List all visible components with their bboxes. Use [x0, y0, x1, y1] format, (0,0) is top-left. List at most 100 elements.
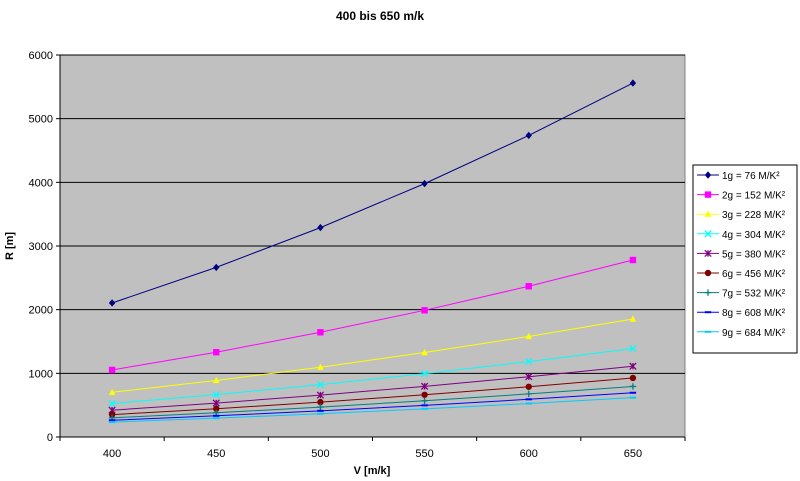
data-point — [213, 263, 220, 272]
y-tick-label: 0 — [47, 432, 53, 444]
series-line — [111, 82, 634, 304]
data-point — [420, 382, 429, 390]
series-7 — [108, 383, 637, 422]
legend-marker — [704, 269, 712, 277]
data-point — [629, 374, 637, 382]
legend: 1g = 76 M/K² 2g = 152 M/K² 3g = 228 M/K² 4g… — [692, 164, 798, 354]
data-point — [317, 223, 324, 232]
data-point — [525, 332, 532, 340]
data-point — [525, 283, 532, 290]
y-tick-label: 5000 — [29, 114, 53, 126]
data-point — [629, 383, 637, 390]
data-point — [108, 388, 116, 396]
x-axis-label: V [m/k] — [354, 465, 391, 477]
data-point — [525, 373, 533, 381]
data-point — [421, 397, 428, 404]
series-3 — [108, 315, 637, 396]
legend-marker — [704, 171, 712, 179]
data-point — [629, 256, 637, 264]
series-6 — [108, 374, 637, 418]
data-point — [108, 299, 116, 307]
x-tick-label: 550 — [415, 448, 433, 460]
y-tick-label: 3000 — [29, 241, 53, 253]
data-point — [421, 179, 428, 188]
legend-item: 9g = 684 M/K² — [697, 328, 786, 339]
series-line — [112, 392, 633, 421]
data-point — [317, 398, 324, 406]
legend-item: 4g = 304 M/K² — [697, 230, 786, 241]
data-point — [629, 344, 637, 353]
data-point — [525, 383, 532, 390]
legend-item: 6g = 456 M/K² — [697, 269, 786, 280]
data-point — [629, 315, 637, 322]
x-tick-label: 600 — [520, 448, 538, 460]
legend-item: 2g = 152 M/K² — [697, 191, 786, 202]
y-axis-label: R [m] — [4, 232, 16, 260]
series-9 — [108, 396, 637, 424]
legend-item: 5g = 380 M/K² — [697, 249, 786, 260]
series-8 — [108, 391, 637, 422]
series-1 — [108, 79, 637, 307]
legend-marker — [704, 230, 712, 238]
data-point — [213, 348, 220, 356]
legend-marker — [704, 249, 712, 258]
data-point — [317, 363, 324, 370]
data-point — [317, 329, 324, 336]
series-group — [108, 79, 637, 424]
series-line — [112, 318, 633, 393]
legend-label: 2g = 152 M/K² — [722, 191, 786, 202]
legend-label: 3g = 228 M/K² — [722, 210, 786, 221]
chart-title: 400 bis 650 m/k — [336, 9, 424, 23]
data-point — [316, 381, 325, 389]
legend-label: 9g = 684 M/K² — [722, 328, 786, 339]
data-point — [420, 369, 429, 378]
data-point — [525, 357, 533, 366]
data-point — [629, 79, 637, 87]
series-line — [112, 377, 633, 416]
x-tick-label: 500 — [311, 448, 329, 460]
y-tick-label: 2000 — [29, 305, 53, 317]
data-point — [108, 399, 116, 408]
legend-label: 8g = 608 M/K² — [722, 308, 786, 319]
legend-item: 3g = 228 M/K² — [697, 210, 786, 221]
series-line — [112, 397, 633, 423]
legend-label: 4g = 304 M/K² — [722, 230, 786, 241]
data-point — [213, 405, 220, 412]
data-point — [212, 390, 220, 399]
series-5 — [108, 362, 637, 414]
legend-label: 6g = 456 M/K² — [722, 269, 786, 280]
data-point — [108, 366, 116, 374]
data-point — [213, 376, 220, 384]
data-point — [629, 362, 637, 370]
legend-marker — [704, 289, 712, 296]
legend-item: 7g = 532 M/K² — [697, 289, 786, 300]
x-tick-label: 650 — [624, 448, 642, 460]
series-4 — [108, 344, 637, 408]
legend-item: 1g = 76 M/K² — [697, 171, 780, 182]
data-point — [317, 403, 324, 411]
data-point — [421, 391, 428, 398]
y-tick-label: 6000 — [29, 50, 53, 62]
legend-label: 1g = 76 M/K² — [722, 171, 780, 182]
y-ticks: 0 1000 2000 3000 4000 5000 6000 — [29, 50, 60, 444]
legend-item: 8g = 608 M/K² — [697, 308, 786, 319]
legend-marker — [704, 191, 712, 198]
legend-label: 7g = 532 M/K² — [722, 289, 786, 300]
series-line — [111, 259, 634, 371]
series-line — [112, 385, 633, 419]
data-point — [421, 307, 428, 314]
x-ticks: 400 450 500 550 600 650 — [59, 437, 686, 460]
data-point — [525, 131, 532, 140]
series-2 — [108, 256, 637, 374]
series-line — [112, 348, 633, 405]
legend-label: 5g = 380 M/K² — [722, 249, 786, 260]
legend-marker — [704, 210, 712, 217]
data-point — [212, 399, 220, 407]
x-tick-label: 450 — [207, 448, 225, 460]
x-tick-label: 400 — [103, 448, 121, 460]
data-point — [421, 348, 428, 356]
data-point — [525, 390, 532, 398]
series-line — [112, 365, 633, 411]
y-tick-label: 1000 — [29, 368, 53, 380]
